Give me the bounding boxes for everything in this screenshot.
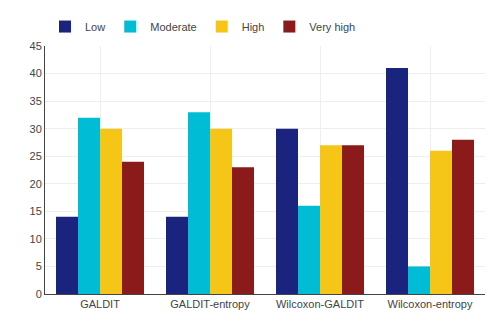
svg-text:40: 40	[30, 67, 42, 79]
svg-text:5: 5	[36, 260, 42, 272]
svg-text:GALDIT: GALDIT	[80, 298, 120, 310]
svg-text:Moderate: Moderate	[150, 21, 196, 33]
svg-text:10: 10	[30, 233, 42, 245]
svg-text:Wilcoxon-GALDIT: Wilcoxon-GALDIT	[276, 298, 364, 310]
svg-text:Low: Low	[85, 21, 105, 33]
svg-text:0: 0	[36, 288, 42, 300]
svg-text:15: 15	[30, 205, 42, 217]
svg-text:Very high: Very high	[309, 21, 355, 33]
svg-text:Wilcoxon-entropy: Wilcoxon-entropy	[388, 298, 473, 310]
svg-text:20: 20	[30, 178, 42, 190]
svg-text:High: High	[242, 21, 265, 33]
svg-text:30: 30	[30, 123, 42, 135]
svg-text:25: 25	[30, 150, 42, 162]
svg-text:45: 45	[30, 40, 42, 52]
svg-text:35: 35	[30, 95, 42, 107]
svg-text:GALDIT-entropy: GALDIT-entropy	[170, 298, 250, 310]
